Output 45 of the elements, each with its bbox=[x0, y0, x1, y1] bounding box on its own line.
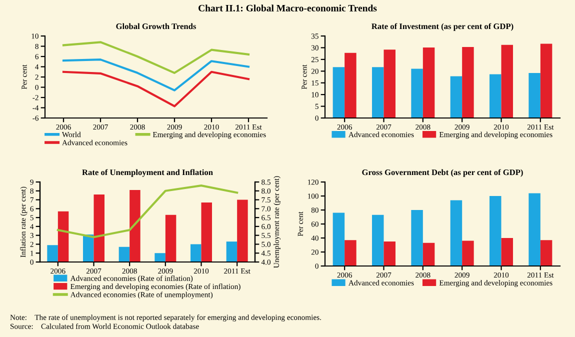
line-series bbox=[56, 184, 238, 238]
bar bbox=[384, 242, 396, 266]
bar bbox=[190, 244, 202, 262]
bar bbox=[47, 245, 58, 262]
bar bbox=[462, 240, 474, 266]
chart-title: Rate of Unemployment and Inflation bbox=[82, 169, 213, 177]
bar bbox=[411, 68, 423, 118]
bar bbox=[450, 200, 462, 266]
bar bbox=[450, 76, 462, 118]
bar bbox=[540, 44, 552, 118]
bar bbox=[154, 253, 166, 262]
bar bbox=[384, 50, 396, 118]
bar bbox=[130, 190, 140, 262]
bar bbox=[94, 194, 104, 262]
bar bbox=[490, 196, 502, 266]
bar bbox=[372, 67, 384, 118]
bar bbox=[462, 47, 474, 118]
bar bbox=[237, 200, 248, 262]
bar bbox=[540, 240, 552, 266]
bar bbox=[201, 202, 212, 262]
text: Chart II.1: Global Macro-economic Trends bbox=[198, 4, 377, 12]
bar bbox=[501, 44, 513, 118]
bar bbox=[528, 193, 540, 266]
bar bbox=[528, 73, 540, 118]
bar bbox=[501, 238, 513, 266]
chart-title: Global Growth Trends bbox=[116, 23, 196, 30]
bar bbox=[344, 240, 356, 266]
line-series bbox=[62, 70, 250, 108]
bar bbox=[411, 210, 423, 266]
bar bbox=[490, 74, 502, 118]
bar bbox=[83, 234, 94, 262]
bar bbox=[118, 246, 130, 262]
bar bbox=[58, 211, 69, 262]
chart-title: Gross Government Debt (as per cent of GDP) bbox=[362, 169, 523, 177]
line-series bbox=[62, 58, 250, 92]
line-series bbox=[62, 41, 250, 74]
bar bbox=[372, 214, 384, 266]
bar bbox=[226, 242, 238, 262]
bar bbox=[332, 67, 345, 118]
bar bbox=[165, 214, 176, 262]
bar bbox=[344, 52, 356, 118]
bar bbox=[422, 242, 435, 266]
bar bbox=[422, 47, 435, 118]
chart-title: Rate of Investment (as per cent of GDP) bbox=[372, 23, 514, 31]
bar bbox=[332, 212, 345, 266]
